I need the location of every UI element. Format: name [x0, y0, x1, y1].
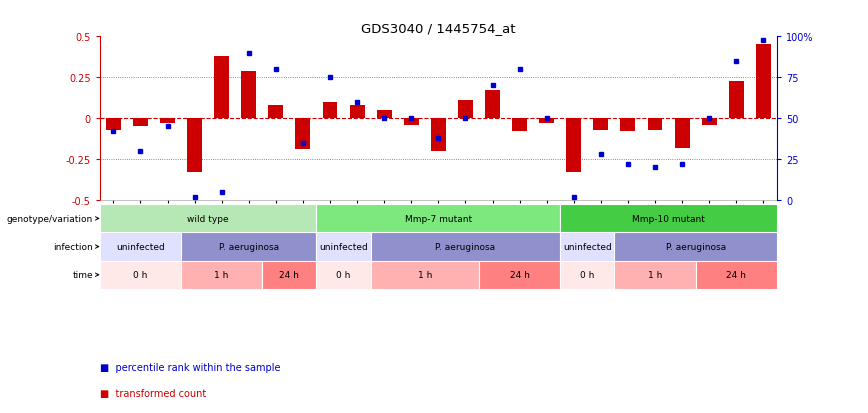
- Text: P. aeruginosa: P. aeruginosa: [666, 242, 726, 252]
- Bar: [268, 106, 283, 119]
- Bar: [729, 81, 744, 119]
- Bar: [701, 119, 717, 126]
- Bar: [695, 261, 777, 289]
- Bar: [241, 71, 256, 119]
- Title: GDS3040 / 1445754_at: GDS3040 / 1445754_at: [361, 21, 516, 35]
- Bar: [377, 111, 391, 119]
- Bar: [539, 119, 554, 124]
- Bar: [317, 233, 371, 261]
- Bar: [621, 119, 635, 132]
- Text: 0 h: 0 h: [134, 271, 148, 280]
- Bar: [566, 119, 582, 173]
- Bar: [615, 261, 695, 289]
- Text: Mmp-7 mutant: Mmp-7 mutant: [404, 214, 472, 223]
- Text: uninfected: uninfected: [563, 242, 612, 252]
- Bar: [100, 261, 181, 289]
- Text: ■  percentile rank within the sample: ■ percentile rank within the sample: [100, 362, 280, 372]
- Text: uninfected: uninfected: [116, 242, 165, 252]
- Bar: [512, 119, 527, 132]
- Bar: [214, 57, 229, 119]
- Text: time: time: [72, 271, 93, 280]
- Text: 0 h: 0 h: [580, 271, 595, 280]
- Bar: [100, 205, 317, 233]
- Text: 24 h: 24 h: [510, 271, 529, 280]
- Text: 1 h: 1 h: [214, 271, 229, 280]
- Bar: [262, 261, 317, 289]
- Bar: [479, 261, 560, 289]
- Bar: [560, 233, 615, 261]
- Bar: [181, 261, 262, 289]
- Text: 24 h: 24 h: [727, 271, 746, 280]
- Bar: [458, 101, 473, 119]
- Bar: [317, 205, 560, 233]
- Text: uninfected: uninfected: [319, 242, 368, 252]
- Bar: [648, 119, 662, 131]
- Bar: [560, 261, 615, 289]
- Text: 1 h: 1 h: [418, 271, 432, 280]
- Text: 24 h: 24 h: [279, 271, 299, 280]
- Bar: [615, 233, 777, 261]
- Bar: [133, 119, 148, 127]
- Bar: [485, 91, 500, 119]
- Bar: [371, 233, 560, 261]
- Bar: [371, 261, 479, 289]
- Bar: [187, 119, 202, 173]
- Bar: [431, 119, 446, 152]
- Bar: [317, 261, 371, 289]
- Text: genotype/variation: genotype/variation: [7, 214, 93, 223]
- Bar: [756, 45, 771, 119]
- Text: Mmp-10 mutant: Mmp-10 mutant: [632, 214, 705, 223]
- Text: P. aeruginosa: P. aeruginosa: [219, 242, 279, 252]
- Text: 1 h: 1 h: [648, 271, 662, 280]
- Text: ■  transformed count: ■ transformed count: [100, 389, 206, 399]
- Bar: [181, 233, 317, 261]
- Text: wild type: wild type: [187, 214, 229, 223]
- Bar: [100, 233, 181, 261]
- Text: P. aeruginosa: P. aeruginosa: [436, 242, 496, 252]
- Bar: [594, 119, 608, 131]
- Bar: [560, 205, 777, 233]
- Bar: [350, 106, 365, 119]
- Text: 0 h: 0 h: [337, 271, 351, 280]
- Bar: [404, 119, 418, 126]
- Bar: [674, 119, 689, 148]
- Bar: [323, 102, 338, 119]
- Bar: [106, 119, 121, 131]
- Bar: [160, 119, 175, 124]
- Text: infection: infection: [53, 242, 93, 252]
- Bar: [295, 119, 311, 150]
